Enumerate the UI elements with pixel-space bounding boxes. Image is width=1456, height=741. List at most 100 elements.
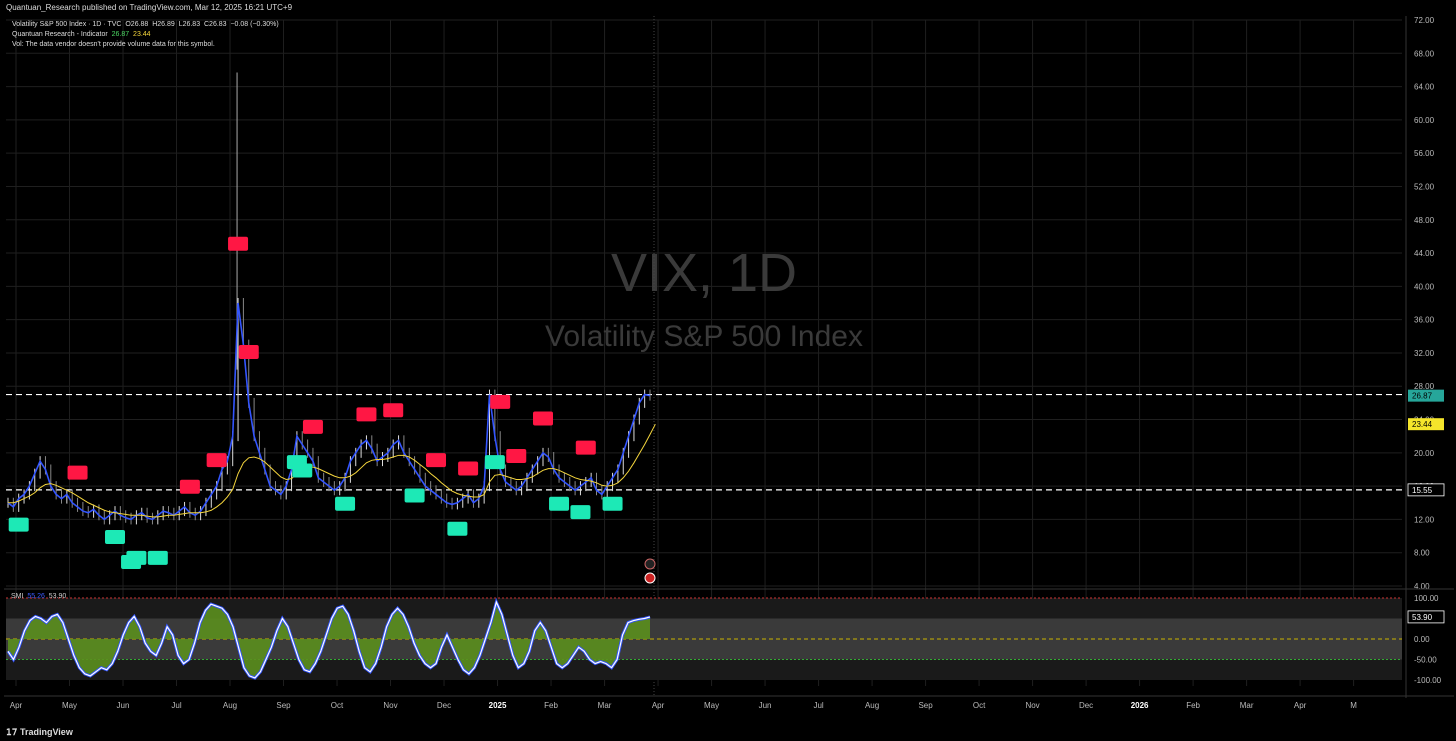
sell-signal-marker [179,479,200,494]
sell-signal-marker [426,453,446,468]
buy-signal-marker [8,517,29,532]
sell-signal-marker [575,440,596,455]
smi-fill-area [8,602,650,678]
y-tick-label: 32.00 [1414,349,1435,358]
symbol-line[interactable]: Volatility S&P 500 Index · 1D · TVC [12,21,122,28]
us-flag-event-icon [644,572,656,584]
y-tick-label: 44.00 [1414,249,1435,258]
indicator-value-1: 26.87 [111,31,130,38]
indicator-row: Quantuan Research - Indicator 26.87 23.4… [12,30,279,40]
smi-value-2: 53.90 [48,593,67,600]
y-tick-label: 8.00 [1414,549,1430,558]
tradingview-logo[interactable]: 𝟣𝟩 TradingView [6,727,73,738]
x-tick-label: Jun [759,701,772,710]
x-tick-label: Apr [652,701,665,710]
y-tick-label: 20.00 [1414,449,1435,458]
x-tick-label: Nov [1025,701,1039,710]
ohlc-high: H26.89 [152,21,175,28]
smi-tick-label: 100.00 [1414,594,1439,603]
buy-signal-marker [292,463,313,478]
smi-line [7,600,651,679]
x-tick-label: Dec [437,701,451,710]
sell-signal-marker [356,407,377,422]
x-tick-label: Apr [10,701,23,710]
smi-value-1: 55.26 [27,593,45,600]
x-tick-label: 2026 [1131,701,1149,710]
y-tick-label: 72.00 [1414,16,1435,25]
sell-signal-marker [458,461,479,476]
y-tick-label: 12.00 [1414,515,1435,524]
x-tick-label: 2025 [489,701,507,710]
sell-signal-marker [533,411,553,426]
volume-note: Vol: The data vendor doesn't provide vol… [12,41,215,48]
lightning-event-icon [644,558,656,570]
price-tag-label: 15.55 [1412,486,1433,495]
sell-signal-marker [228,236,249,251]
buy-signal-marker [484,455,505,470]
price-tag [1408,418,1444,431]
sell-signal-marker [506,448,527,463]
buy-signal-marker [602,496,623,511]
price-tag-label: 23.44 [1412,420,1433,429]
smi-tick-label: -100.00 [1414,676,1442,685]
price-tag-label: 26.87 [1412,392,1433,401]
y-tick-label: 40.00 [1414,282,1435,291]
ohlc-close: C26.83 [204,21,227,28]
moving-average-line [8,423,656,518]
smi-legend: SMI 55.26 53.90 [11,593,66,600]
x-tick-label: Feb [1186,701,1200,710]
footer-bar: 𝟣𝟩 TradingView [0,722,1456,741]
y-tick-label: 48.00 [1414,216,1435,225]
chart-area[interactable]: 72.00 68.00 64.00 60.00 56.00 52.00 48.00 44.00… [4,16,1454,726]
x-tick-label: May [704,701,719,710]
symbol-row: Volatility S&P 500 Index · 1D · TVC O26.… [12,20,279,30]
y-tick-label: 64.00 [1414,83,1435,92]
watermark-ticker: VIX, 1D [611,243,797,303]
x-tick-label: Feb [544,701,558,710]
x-tick-label: Nov [383,701,397,710]
buy-signal-marker [126,550,147,565]
sell-signal-marker [302,419,323,434]
x-tick-label: Oct [973,701,986,710]
buy-signal-marker [404,488,425,503]
x-tick-label: Oct [331,701,344,710]
tv-logo-icon: 𝟣𝟩 [6,727,18,737]
sell-signal-marker [238,344,259,359]
y-tick-label: 56.00 [1414,149,1435,158]
ohlc-open: O26.88 [125,21,149,28]
ohlc-low: L26.83 [178,21,201,28]
y-tick-label: 4.00 [1414,582,1430,591]
x-tick-label: Sep [276,701,291,710]
sell-signal-marker [67,465,88,480]
x-tick-label: Aug [865,701,879,710]
y-tick-label: 28.00 [1414,382,1435,391]
watermark-name: Volatility S&P 500 Index [545,320,863,353]
chart-svg[interactable]: 72.00 68.00 64.00 60.00 56.00 52.00 48.00 44.00… [4,16,1454,726]
x-tick-label: Apr [1294,701,1307,710]
price-series-line [7,302,651,521]
smi-tick-label: 0.00 [1414,635,1430,644]
buy-signal-marker [147,550,168,565]
buy-signal-marker [335,496,356,511]
x-tick-label: Mar [598,701,612,710]
y-tick-label: 60.00 [1414,116,1435,125]
publisher-bar: Quantuan_Research published on TradingVi… [0,0,1456,16]
sell-signal-marker [490,394,511,409]
x-tick-label: M [1350,701,1357,710]
buy-signal-marker [105,530,125,545]
smi-tick-label: -50.00 [1414,656,1437,665]
indicator-name[interactable]: Quantuan Research - Indicator [12,31,108,38]
sell-signal-marker [206,453,227,468]
indicator-value-2: 23.44 [133,31,151,38]
price-tag [1408,389,1444,402]
smi-name[interactable]: SMI [11,593,24,600]
chart-legend: Volatility S&P 500 Index · 1D · TVC O26.… [12,20,279,50]
y-tick-label: 52.00 [1414,182,1435,191]
x-tick-label: May [62,701,77,710]
x-tick-label: Jun [117,701,130,710]
buy-signal-marker [549,496,570,511]
smi-price-tag-label: 53.90 [1412,613,1433,622]
ohlc-change: −0.08 (−0.30%) [230,21,279,28]
y-tick-label: 36.00 [1414,316,1435,325]
x-tick-label: Jul [813,701,823,710]
